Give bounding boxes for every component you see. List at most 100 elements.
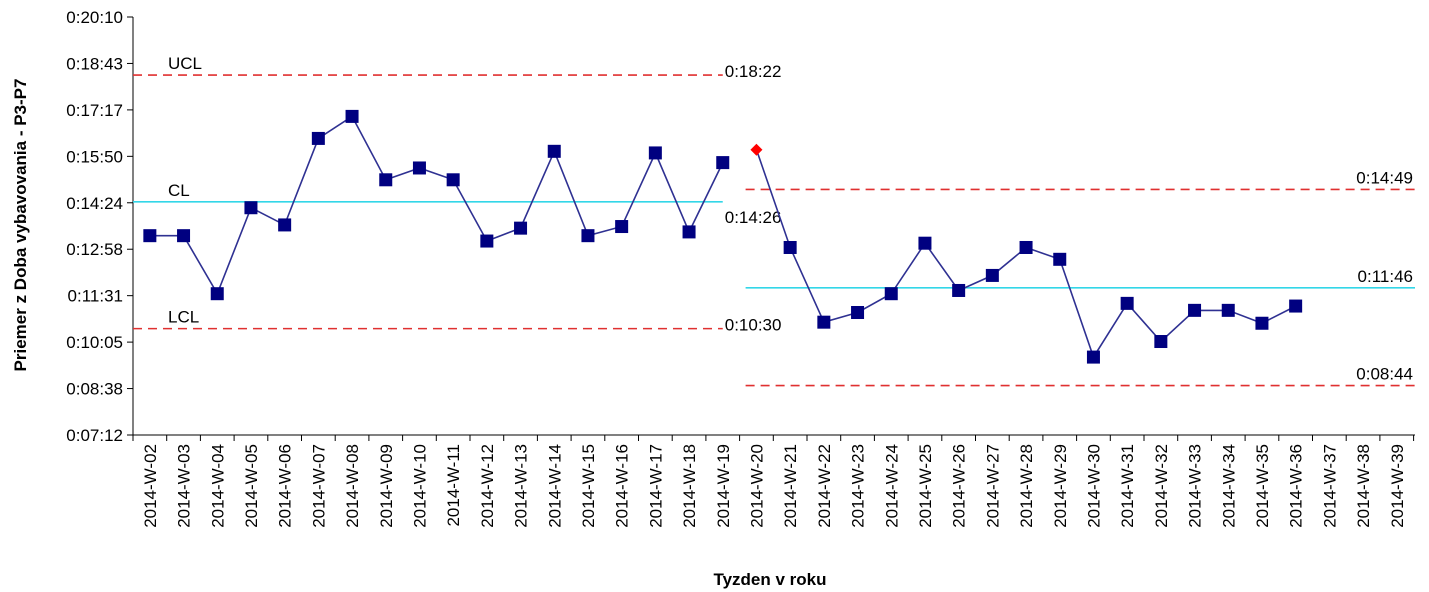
data-point <box>1019 240 1033 254</box>
ucl-label: UCL <box>168 54 202 73</box>
y-tick-label: 0:15:50 <box>66 147 123 166</box>
x-tick-label: 2014-W-38 <box>1354 444 1373 528</box>
x-tick-label: 2014-W-15 <box>579 444 598 528</box>
x-tick-label: 2014-W-23 <box>849 444 868 528</box>
data-point <box>210 287 224 301</box>
data-point <box>1255 316 1269 330</box>
data-point <box>716 156 730 170</box>
y-tick-label: 0:14:24 <box>66 194 123 213</box>
x-tick-label: 2014-W-19 <box>714 444 733 528</box>
y-axis-title: Priemer z Doba vybavovania - P3-P7 <box>11 79 30 372</box>
y-tick-label: 0:17:17 <box>66 101 123 120</box>
lcl-label: LCL <box>168 308 199 327</box>
ucl-value-label: 0:14:49 <box>1356 168 1413 187</box>
data-point <box>817 315 831 329</box>
ucl-value-label: 0:18:22 <box>725 62 782 81</box>
data-point <box>177 229 191 243</box>
x-tick-label: 2014-W-26 <box>950 444 969 528</box>
x-tick-label: 2014-W-04 <box>208 444 227 528</box>
x-tick-label: 2014-W-09 <box>377 444 396 528</box>
x-tick-label: 2014-W-11 <box>444 444 463 527</box>
x-axis: 2014-W-02 2014-W-03 2014-W-04 2014-W-05 2014… <box>132 434 1415 528</box>
data-point <box>1188 303 1202 317</box>
y-tick-label: 0:11:31 <box>68 287 123 306</box>
data-point <box>918 236 932 250</box>
x-tick-label: 2014-W-27 <box>983 444 1002 528</box>
x-tick-label: 2014-W-03 <box>175 444 194 528</box>
data-point-highlight <box>750 143 763 156</box>
y-tick-label: 0:20:10 <box>66 8 123 27</box>
x-tick-label: 2014-W-16 <box>613 444 632 528</box>
y-tick-label: 0:10:05 <box>66 333 123 352</box>
x-tick-label: 2014-W-28 <box>1017 444 1036 528</box>
data-point <box>1154 335 1168 349</box>
cl-value-label: 0:11:46 <box>1358 267 1413 286</box>
data-point <box>143 229 157 243</box>
data-point <box>446 173 460 187</box>
lcl-value-label: 0:08:44 <box>1356 365 1413 384</box>
data-point <box>615 220 629 234</box>
data-point <box>1053 252 1067 266</box>
x-tick-label: 2014-W-05 <box>242 444 261 528</box>
data-point <box>345 109 359 123</box>
x-tick-label: 2014-W-07 <box>309 444 328 528</box>
data-point <box>278 218 292 232</box>
x-tick-label: 2014-W-37 <box>1320 444 1339 528</box>
x-tick-label: 2014-W-39 <box>1388 444 1407 528</box>
data-point <box>648 146 662 160</box>
data-point <box>851 306 865 320</box>
data-point <box>547 144 561 158</box>
x-tick-label: 2014-W-20 <box>747 444 766 528</box>
x-tick-label: 2014-W-22 <box>815 444 834 528</box>
data-point <box>783 240 797 254</box>
x-tick-label: 2014-W-24 <box>882 444 901 528</box>
data-point <box>1120 296 1134 310</box>
data-point <box>682 225 696 239</box>
x-tick-label: 2014-W-14 <box>545 444 564 528</box>
x-tick-label: 2014-W-25 <box>916 444 935 528</box>
data-point <box>985 268 999 282</box>
x-tick-label: 2014-W-32 <box>1152 444 1171 528</box>
x-tick-label: 2014-W-08 <box>343 444 362 528</box>
cl-label: CL <box>168 181 190 200</box>
data-series <box>143 109 1303 364</box>
x-tick-label: 2014-W-17 <box>646 444 665 528</box>
data-point <box>1086 350 1100 364</box>
x-tick-label: 2014-W-36 <box>1287 444 1306 528</box>
x-tick-label: 2014-W-33 <box>1186 444 1205 528</box>
x-tick-label: 2014-W-21 <box>781 444 800 528</box>
y-tick-label: 0:12:58 <box>66 240 123 259</box>
data-point <box>379 173 393 187</box>
data-point <box>311 131 325 145</box>
y-tick-label: 0:18:43 <box>66 54 123 73</box>
x-tick-label: 2014-W-06 <box>276 444 295 528</box>
data-point <box>514 221 528 235</box>
x-tick-label: 2014-W-12 <box>478 444 497 528</box>
control-lines: UCL 0:18:22 CL 0:14:26 LCL 0:10:30 0:14:49 0:11… <box>133 54 1415 387</box>
x-tick-label: 2014-W-13 <box>512 444 531 528</box>
data-point <box>952 283 966 297</box>
data-point <box>1289 299 1303 313</box>
lcl-value-label: 0:10:30 <box>725 316 782 335</box>
data-point <box>581 229 595 243</box>
x-tick-label: 2014-W-30 <box>1084 444 1103 528</box>
x-tick-label: 2014-W-34 <box>1219 444 1238 528</box>
x-axis-title: Tyzden v roku <box>713 570 826 589</box>
data-point <box>244 201 258 215</box>
x-tick-label: 2014-W-31 <box>1118 444 1137 528</box>
cl-value-label: 0:14:26 <box>725 208 782 227</box>
y-tick-label: 0:08:38 <box>66 380 123 399</box>
y-tick-label: 0:07:12 <box>66 426 123 445</box>
data-point <box>480 234 494 248</box>
data-point <box>412 161 426 175</box>
x-tick-label: 2014-W-18 <box>680 444 699 528</box>
data-point <box>1221 303 1235 317</box>
x-tick-label: 2014-W-29 <box>1051 444 1070 528</box>
x-tick-label: 2014-W-35 <box>1253 444 1272 528</box>
y-axis: 0:07:12 0:08:38 0:10:05 0:11:31 0:12:58 0:14:… <box>66 8 134 445</box>
data-point <box>884 287 898 301</box>
x-tick-label: 2014-W-02 <box>141 444 160 528</box>
series-line-phase-1 <box>149 115 724 296</box>
x-tick-label: 2014-W-10 <box>410 444 429 528</box>
